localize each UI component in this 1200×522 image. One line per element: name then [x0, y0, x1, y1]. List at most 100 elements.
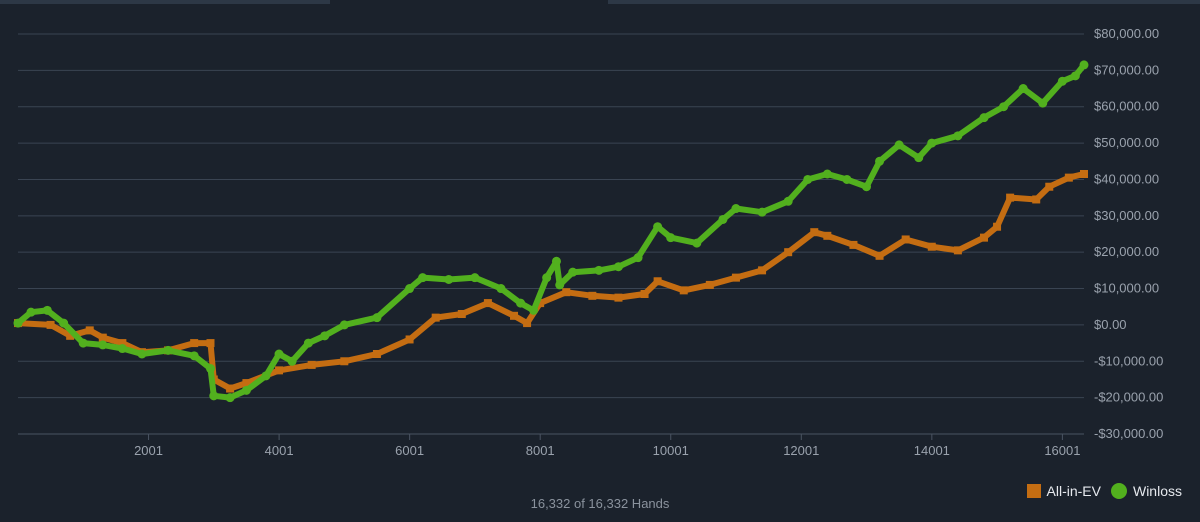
data-point: [953, 131, 963, 141]
data-point: [206, 339, 215, 348]
data-point: [303, 338, 313, 348]
data-point: [275, 366, 284, 375]
x-tick-label: 10001: [653, 443, 689, 458]
data-point: [189, 351, 199, 361]
y-tick-label: $80,000.00: [1094, 26, 1159, 41]
data-point: [999, 102, 1009, 112]
data-point: [261, 371, 271, 381]
x-tick-label: 4001: [265, 443, 294, 458]
data-point: [1079, 60, 1089, 70]
data-point: [163, 345, 173, 355]
data-point: [205, 364, 215, 374]
data-point: [927, 242, 936, 251]
legend-item-winloss[interactable]: Winloss: [1110, 483, 1182, 499]
x-axis: 2001 4001 6001 8001 10001 12001 14001 16001: [18, 433, 1084, 458]
x-tick-label: 12001: [783, 443, 819, 458]
data-point: [810, 228, 819, 237]
data-point: [653, 222, 663, 232]
square-marker-icon: [1026, 484, 1041, 498]
series-line: [15, 171, 1087, 392]
data-point: [1080, 170, 1088, 178]
series-lines: [13, 60, 1089, 403]
data-point: [46, 320, 55, 329]
y-tick-label: $30,000.00: [1094, 208, 1159, 223]
data-point: [823, 231, 832, 240]
x-tick-label: 14001: [914, 443, 950, 458]
hands-count-footer: 16,332 of 16,332 Hands: [530, 496, 670, 511]
x-tick-label: 6001: [395, 443, 424, 458]
data-point: [1045, 182, 1054, 191]
data-point: [307, 360, 316, 369]
data-point: [594, 265, 604, 275]
y-axis-labels: $80,000.00 $70,000.00 $60,000.00 $50,000.00…: [1094, 26, 1163, 441]
series-all-in-ev: [14, 170, 1088, 393]
data-point: [758, 266, 767, 275]
data-point: [13, 318, 23, 328]
data-point: [209, 391, 219, 401]
data-point: [731, 204, 741, 214]
data-point: [562, 288, 571, 297]
data-point: [875, 251, 884, 260]
data-point: [405, 284, 415, 294]
data-point: [405, 335, 414, 344]
data-point: [470, 273, 480, 283]
y-tick-label: $70,000.00: [1094, 62, 1159, 77]
data-point: [613, 262, 623, 272]
data-point: [510, 311, 519, 320]
x-tick-label: 16001: [1044, 443, 1080, 458]
data-point: [66, 331, 75, 340]
data-point: [822, 169, 832, 179]
data-point: [757, 207, 767, 217]
data-point: [26, 307, 36, 317]
data-point: [901, 235, 910, 244]
data-point: [98, 333, 107, 342]
data-point: [225, 393, 235, 403]
data-point: [59, 318, 69, 328]
data-point: [340, 357, 349, 366]
data-point: [536, 299, 545, 308]
data-point: [529, 305, 539, 315]
tab-strip-left: [0, 0, 330, 4]
data-point: [979, 233, 988, 242]
series-winloss: [13, 60, 1089, 403]
data-point: [431, 313, 440, 322]
data-point: [731, 273, 740, 282]
data-point: [226, 384, 235, 393]
data-point: [588, 291, 597, 300]
data-point: [418, 273, 428, 283]
data-point: [568, 267, 578, 277]
data-point: [927, 138, 937, 148]
series-line: [15, 61, 1087, 401]
data-point: [679, 286, 688, 295]
data-point: [496, 284, 506, 294]
data-point: [118, 339, 127, 348]
data-point: [1064, 173, 1073, 182]
data-point: [692, 238, 702, 248]
legend-label-all-in-ev: All-in-EV: [1046, 483, 1101, 499]
y-tick-label: -$30,000.00: [1094, 426, 1163, 441]
y-tick-label: -$20,000.00: [1094, 390, 1163, 405]
data-point: [1038, 98, 1048, 108]
data-point: [241, 385, 251, 395]
data-point: [653, 277, 662, 286]
data-point: [849, 240, 858, 249]
y-tick-label: -$10,000.00: [1094, 353, 1163, 368]
data-point: [85, 326, 94, 335]
data-point: [242, 379, 251, 388]
data-point: [78, 338, 88, 348]
legend-item-all-in-ev[interactable]: All-in-EV: [1026, 483, 1101, 499]
data-point: [542, 273, 552, 283]
data-point: [287, 356, 297, 366]
y-tick-label: $0.00: [1094, 317, 1127, 332]
data-point: [516, 298, 526, 308]
chart-legend: All-in-EV Winloss: [1026, 483, 1182, 499]
data-point: [875, 156, 885, 166]
data-point: [614, 293, 623, 302]
data-point: [483, 299, 492, 308]
data-point: [372, 350, 381, 358]
data-point: [783, 196, 793, 206]
data-point: [993, 222, 1002, 231]
data-point: [803, 174, 813, 184]
data-point: [372, 313, 382, 323]
data-point: [718, 214, 728, 224]
